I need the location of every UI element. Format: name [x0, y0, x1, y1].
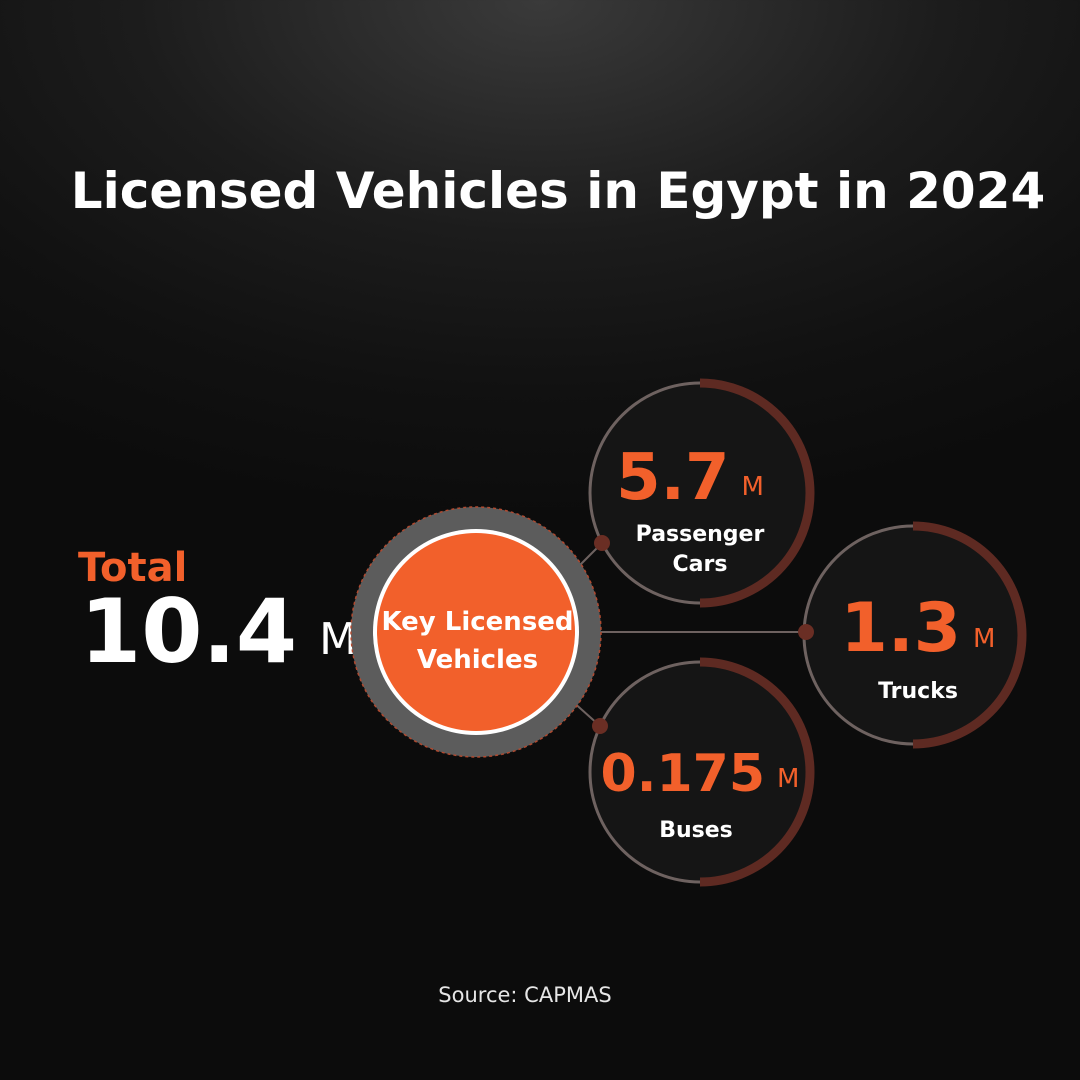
cars-label: Passenger Cars	[600, 520, 800, 580]
page-title: Licensed Vehicles in Egypt in 2024	[70, 162, 1046, 220]
trucks-value: 1.3 M	[818, 595, 1018, 663]
buses-number: 0.175	[600, 744, 766, 804]
node-ring-cars	[588, 378, 815, 608]
total-label: Total	[78, 545, 188, 591]
buses-label-line1: Buses	[659, 818, 733, 843]
buses-unit: M	[777, 764, 800, 794]
center-label-line2: Vehicles	[416, 645, 539, 675]
total-value: 10.4 M	[80, 588, 357, 676]
trucks-label: Trucks	[818, 677, 1018, 707]
node-ring-trucks	[798, 521, 1027, 749]
trucks-unit: M	[973, 624, 996, 654]
cars-unit: M	[741, 472, 764, 502]
cars-label-line2: Cars	[672, 552, 728, 577]
cars-label-line1: Passenger	[635, 522, 765, 547]
cars-value: 5.7 M	[590, 446, 790, 510]
trucks-number: 1.3	[840, 589, 962, 668]
center-hub	[350, 506, 602, 758]
buses-value: 0.175 M	[590, 748, 810, 800]
node-ring-buses	[588, 657, 815, 887]
center-label: Key Licensed Vehicles	[375, 603, 580, 679]
center-label-line1: Key Licensed	[381, 607, 574, 637]
cars-number: 5.7	[616, 441, 730, 515]
buses-label: Buses	[596, 816, 796, 846]
trucks-label-line1: Trucks	[878, 679, 958, 704]
total-number: 10.4	[80, 580, 298, 683]
source-note: Source: CAPMAS	[438, 983, 612, 1007]
